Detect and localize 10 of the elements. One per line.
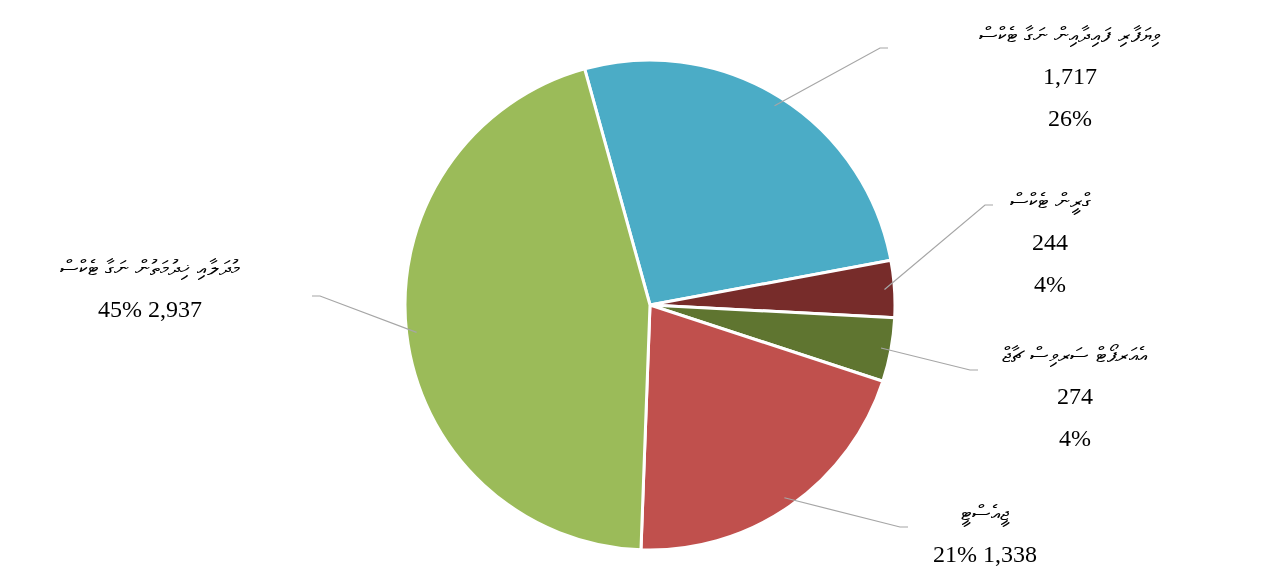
data-label: 274 4% [1057,383,1093,451]
slice-label: އެއަރޕޯޓް ސަރވިސް ޗާޖް [1001,343,1149,367]
slice-label: ޖީއެސްޓީ [961,501,1010,527]
data-label: 21% 1,338 [933,541,1037,567]
data-label: 45% 2,937 [98,296,202,322]
data-label: 1,717 26% [1043,63,1097,131]
data-label: 244 4% [1032,229,1068,297]
slice-label: މުދަލާއި ޚިދުމަތުން ނަގާ ޓެކްސް [60,256,241,280]
slice-label: ގްރީން ޓެކްސް [1010,189,1091,215]
slice-label: ވިޔަފާރި ފައިދާއިން ނަގާ ޓެކްސް [979,23,1161,47]
